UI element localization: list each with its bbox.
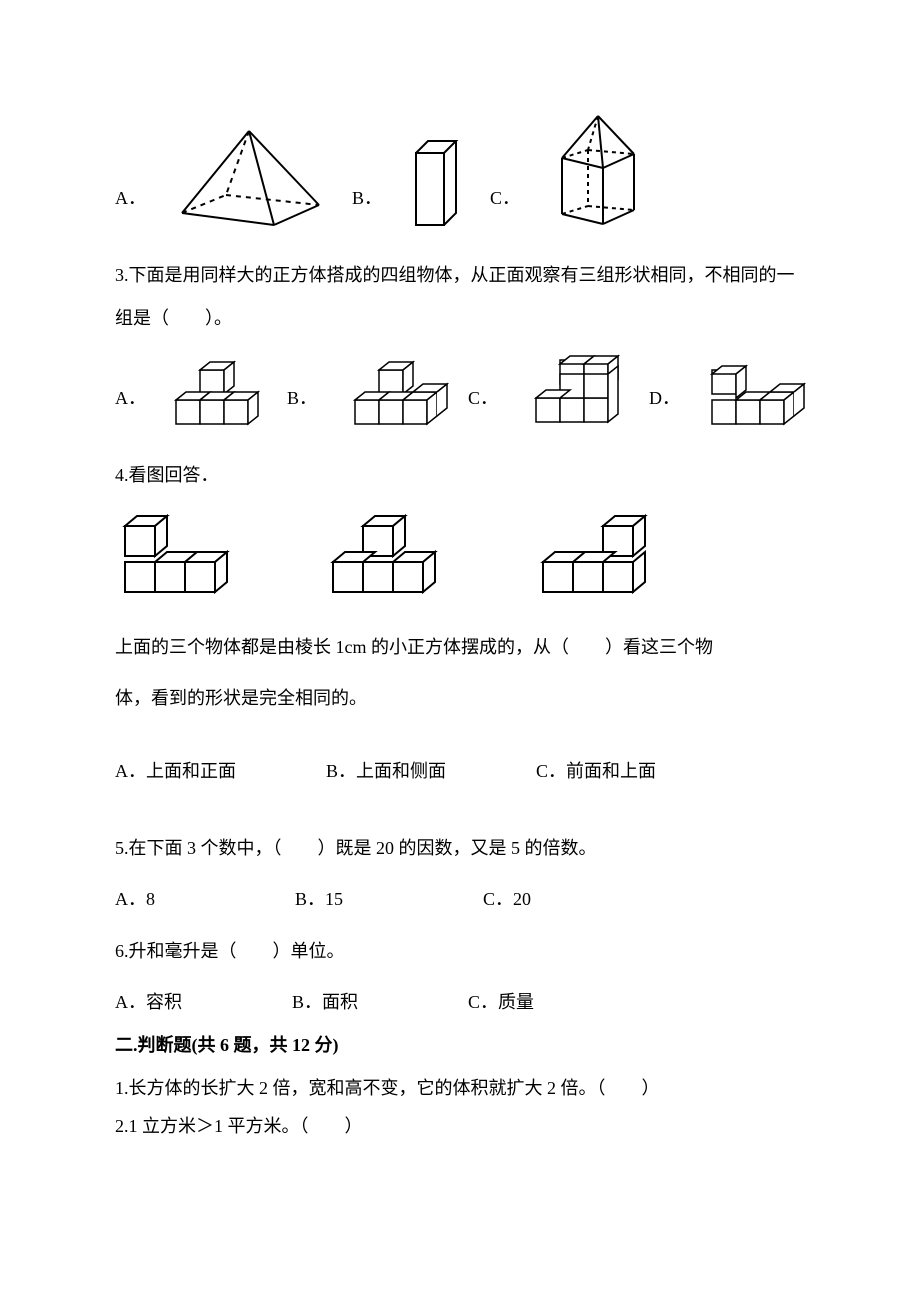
q2-figure-cuboid — [410, 135, 462, 230]
q2-option-b-label: B． — [352, 177, 382, 230]
q4-options: A．上面和正面 B．上面和侧面 C．前面和上面 — [115, 750, 805, 793]
q6-text: 6.升和毫升是（ ）单位。 — [115, 930, 805, 973]
q4-option-a: A．上面和正面 — [115, 750, 236, 793]
q3-figure-c — [516, 354, 631, 430]
q3-figure-a — [164, 360, 269, 430]
judge-2: 2.1 立方米＞1 平方米。（ ） — [115, 1110, 805, 1142]
q4-body-2: 体，看到的形状是完全相同的。 — [115, 677, 805, 720]
q5-text: 5.在下面 3 个数中，（ ）既是 20 的因数，又是 5 的倍数。 — [115, 827, 805, 870]
q3-text: 3.下面是用同样大的正方体搭成的四组物体，从正面观察有三组形状相同，不相同的一组… — [115, 254, 805, 340]
q4-figure-3 — [525, 514, 675, 604]
q3-d-label: D． — [649, 377, 680, 430]
q4-option-c: C．前面和上面 — [536, 750, 656, 793]
q3-figure-b — [335, 360, 450, 430]
q2-figure-prism-pyramid — [548, 110, 643, 230]
q3-a-label: A． — [115, 377, 146, 430]
q5-option-c: C．20 — [483, 878, 531, 921]
q3-b-label: B． — [287, 377, 317, 430]
q6-option-a: A．容积 — [115, 981, 182, 1024]
q3-options-row: A． B． — [115, 354, 805, 430]
q2-options-row: A． B． — [115, 110, 805, 230]
q5-options: A．8 B．15 C．20 — [115, 878, 805, 921]
q4-option-b: B．上面和侧面 — [326, 750, 446, 793]
q6-option-c: C．质量 — [468, 981, 534, 1024]
q2-option-c-label: C． — [490, 177, 520, 230]
q4-body-1: 上面的三个物体都是由棱长 1cm 的小正方体摆成的，从（ ）看这三个物 — [115, 626, 805, 669]
q6-options: A．容积 B．面积 C．质量 — [115, 981, 805, 1024]
q5-option-b: B．15 — [295, 878, 343, 921]
q6-option-b: B．面积 — [292, 981, 358, 1024]
q3-figure-d — [698, 364, 818, 430]
judge-1: 1.长方体的长扩大 2 倍，宽和高不变，它的体积就扩大 2 倍。（ ） — [115, 1067, 805, 1110]
q2-option-a-label: A． — [115, 177, 146, 230]
q4-figure-2 — [315, 514, 465, 604]
section2-title: 二.判断题(共 6 题，共 12 分) — [115, 1024, 805, 1067]
q4-figure-1 — [115, 514, 255, 604]
q4-figures-row — [115, 514, 805, 604]
q4-title: 4.看图回答． — [115, 454, 805, 497]
q2-figure-pyramid — [174, 125, 324, 230]
q3-c-label: C． — [468, 377, 498, 430]
q5-option-a: A．8 — [115, 878, 155, 921]
